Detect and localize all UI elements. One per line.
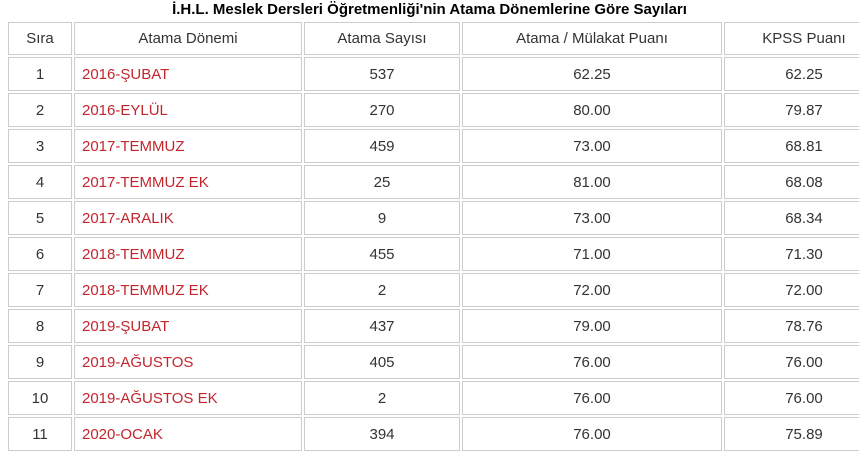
table-row: 7 2018-TEMMUZ EK 2 72.00 72.00: [8, 273, 859, 307]
page-title: İ.H.L. Meslek Dersleri Öğretmenliği'nin …: [172, 1, 687, 18]
period-link[interactable]: 2018-TEMMUZ EK: [82, 281, 209, 299]
appointment-count: 394: [304, 417, 460, 451]
kpss-score: 75.89: [724, 417, 859, 451]
table-row: 2 2016-EYLÜL 270 80.00 79.87: [8, 93, 859, 127]
period-link[interactable]: 2020-OCAK: [82, 425, 163, 443]
table-row: 5 2017-ARALIK 9 73.00 68.34: [8, 201, 859, 235]
row-number: 9: [8, 345, 72, 379]
kpss-score: 68.08: [724, 165, 859, 199]
appointment-count: 437: [304, 309, 460, 343]
interview-score: 80.00: [462, 93, 722, 127]
table-row: 3 2017-TEMMUZ 459 73.00 68.81: [8, 129, 859, 163]
period-cell: 2019-ŞUBAT: [74, 309, 302, 343]
period-cell: 2019-AĞUSTOS EK: [74, 381, 302, 415]
period-cell: 2018-TEMMUZ: [74, 237, 302, 271]
interview-score: 73.00: [462, 129, 722, 163]
table-row: 4 2017-TEMMUZ EK 25 81.00 68.08: [8, 165, 859, 199]
interview-score: 79.00: [462, 309, 722, 343]
row-number: 5: [8, 201, 72, 235]
appointment-count: 537: [304, 57, 460, 91]
period-link[interactable]: 2016-EYLÜL: [82, 101, 168, 119]
appointment-count: 2: [304, 381, 460, 415]
row-number: 1: [8, 57, 72, 91]
appointment-count: 405: [304, 345, 460, 379]
period-cell: 2016-EYLÜL: [74, 93, 302, 127]
period-cell: 2018-TEMMUZ EK: [74, 273, 302, 307]
column-header-atama-sayisi: Atama Sayısı: [304, 22, 460, 55]
period-link[interactable]: 2018-TEMMUZ: [82, 245, 185, 263]
kpss-score: 62.25: [724, 57, 859, 91]
row-number: 11: [8, 417, 72, 451]
period-link[interactable]: 2019-ŞUBAT: [82, 317, 170, 335]
row-number: 4: [8, 165, 72, 199]
appointment-count: 455: [304, 237, 460, 271]
column-header-sira: Sıra: [8, 22, 72, 55]
row-number: 2: [8, 93, 72, 127]
interview-score: 71.00: [462, 237, 722, 271]
row-number: 8: [8, 309, 72, 343]
appointment-count: 25: [304, 165, 460, 199]
period-link[interactable]: 2016-ŞUBAT: [82, 65, 170, 83]
row-number: 6: [8, 237, 72, 271]
period-link[interactable]: 2017-ARALIK: [82, 209, 174, 227]
kpss-score: 79.87: [724, 93, 859, 127]
table-row: 8 2019-ŞUBAT 437 79.00 78.76: [8, 309, 859, 343]
interview-score: 62.25: [462, 57, 722, 91]
interview-score: 81.00: [462, 165, 722, 199]
interview-score: 76.00: [462, 417, 722, 451]
kpss-score: 78.76: [724, 309, 859, 343]
kpss-score: 68.81: [724, 129, 859, 163]
interview-score: 72.00: [462, 273, 722, 307]
row-number: 7: [8, 273, 72, 307]
kpss-score: 76.00: [724, 381, 859, 415]
column-header-atama-mulakat-puani: Atama / Mülakat Puanı: [462, 22, 722, 55]
kpss-score: 71.30: [724, 237, 859, 271]
column-header-kpss-puani: KPSS Puanı: [724, 22, 859, 55]
table-row: 11 2020-OCAK 394 76.00 75.89: [8, 417, 859, 451]
interview-score: 73.00: [462, 201, 722, 235]
period-cell: 2017-TEMMUZ EK: [74, 165, 302, 199]
period-link[interactable]: 2019-AĞUSTOS: [82, 353, 194, 371]
interview-score: 76.00: [462, 381, 722, 415]
period-cell: 2016-ŞUBAT: [74, 57, 302, 91]
appointment-count: 2: [304, 273, 460, 307]
appointment-count: 270: [304, 93, 460, 127]
appointments-table: Sıra Atama Dönemi Atama Sayısı Atama / M…: [6, 20, 859, 453]
period-link[interactable]: 2017-TEMMUZ: [82, 137, 185, 155]
appointment-count: 9: [304, 201, 460, 235]
table-header-row: Sıra Atama Dönemi Atama Sayısı Atama / M…: [8, 22, 859, 55]
appointment-count: 459: [304, 129, 460, 163]
table-row: 10 2019-AĞUSTOS EK 2 76.00 76.00: [8, 381, 859, 415]
period-link[interactable]: 2017-TEMMUZ EK: [82, 173, 209, 191]
kpss-score: 68.34: [724, 201, 859, 235]
period-cell: 2019-AĞUSTOS: [74, 345, 302, 379]
kpss-score: 72.00: [724, 273, 859, 307]
row-number: 10: [8, 381, 72, 415]
table-row: 1 2016-ŞUBAT 537 62.25 62.25: [8, 57, 859, 91]
column-header-atama-donemi: Atama Dönemi: [74, 22, 302, 55]
row-number: 3: [8, 129, 72, 163]
period-cell: 2020-OCAK: [74, 417, 302, 451]
period-cell: 2017-ARALIK: [74, 201, 302, 235]
kpss-score: 76.00: [724, 345, 859, 379]
period-cell: 2017-TEMMUZ: [74, 129, 302, 163]
table-row: 9 2019-AĞUSTOS 405 76.00 76.00: [8, 345, 859, 379]
interview-score: 76.00: [462, 345, 722, 379]
table-row: 6 2018-TEMMUZ 455 71.00 71.30: [8, 237, 859, 271]
period-link[interactable]: 2019-AĞUSTOS EK: [82, 389, 218, 407]
